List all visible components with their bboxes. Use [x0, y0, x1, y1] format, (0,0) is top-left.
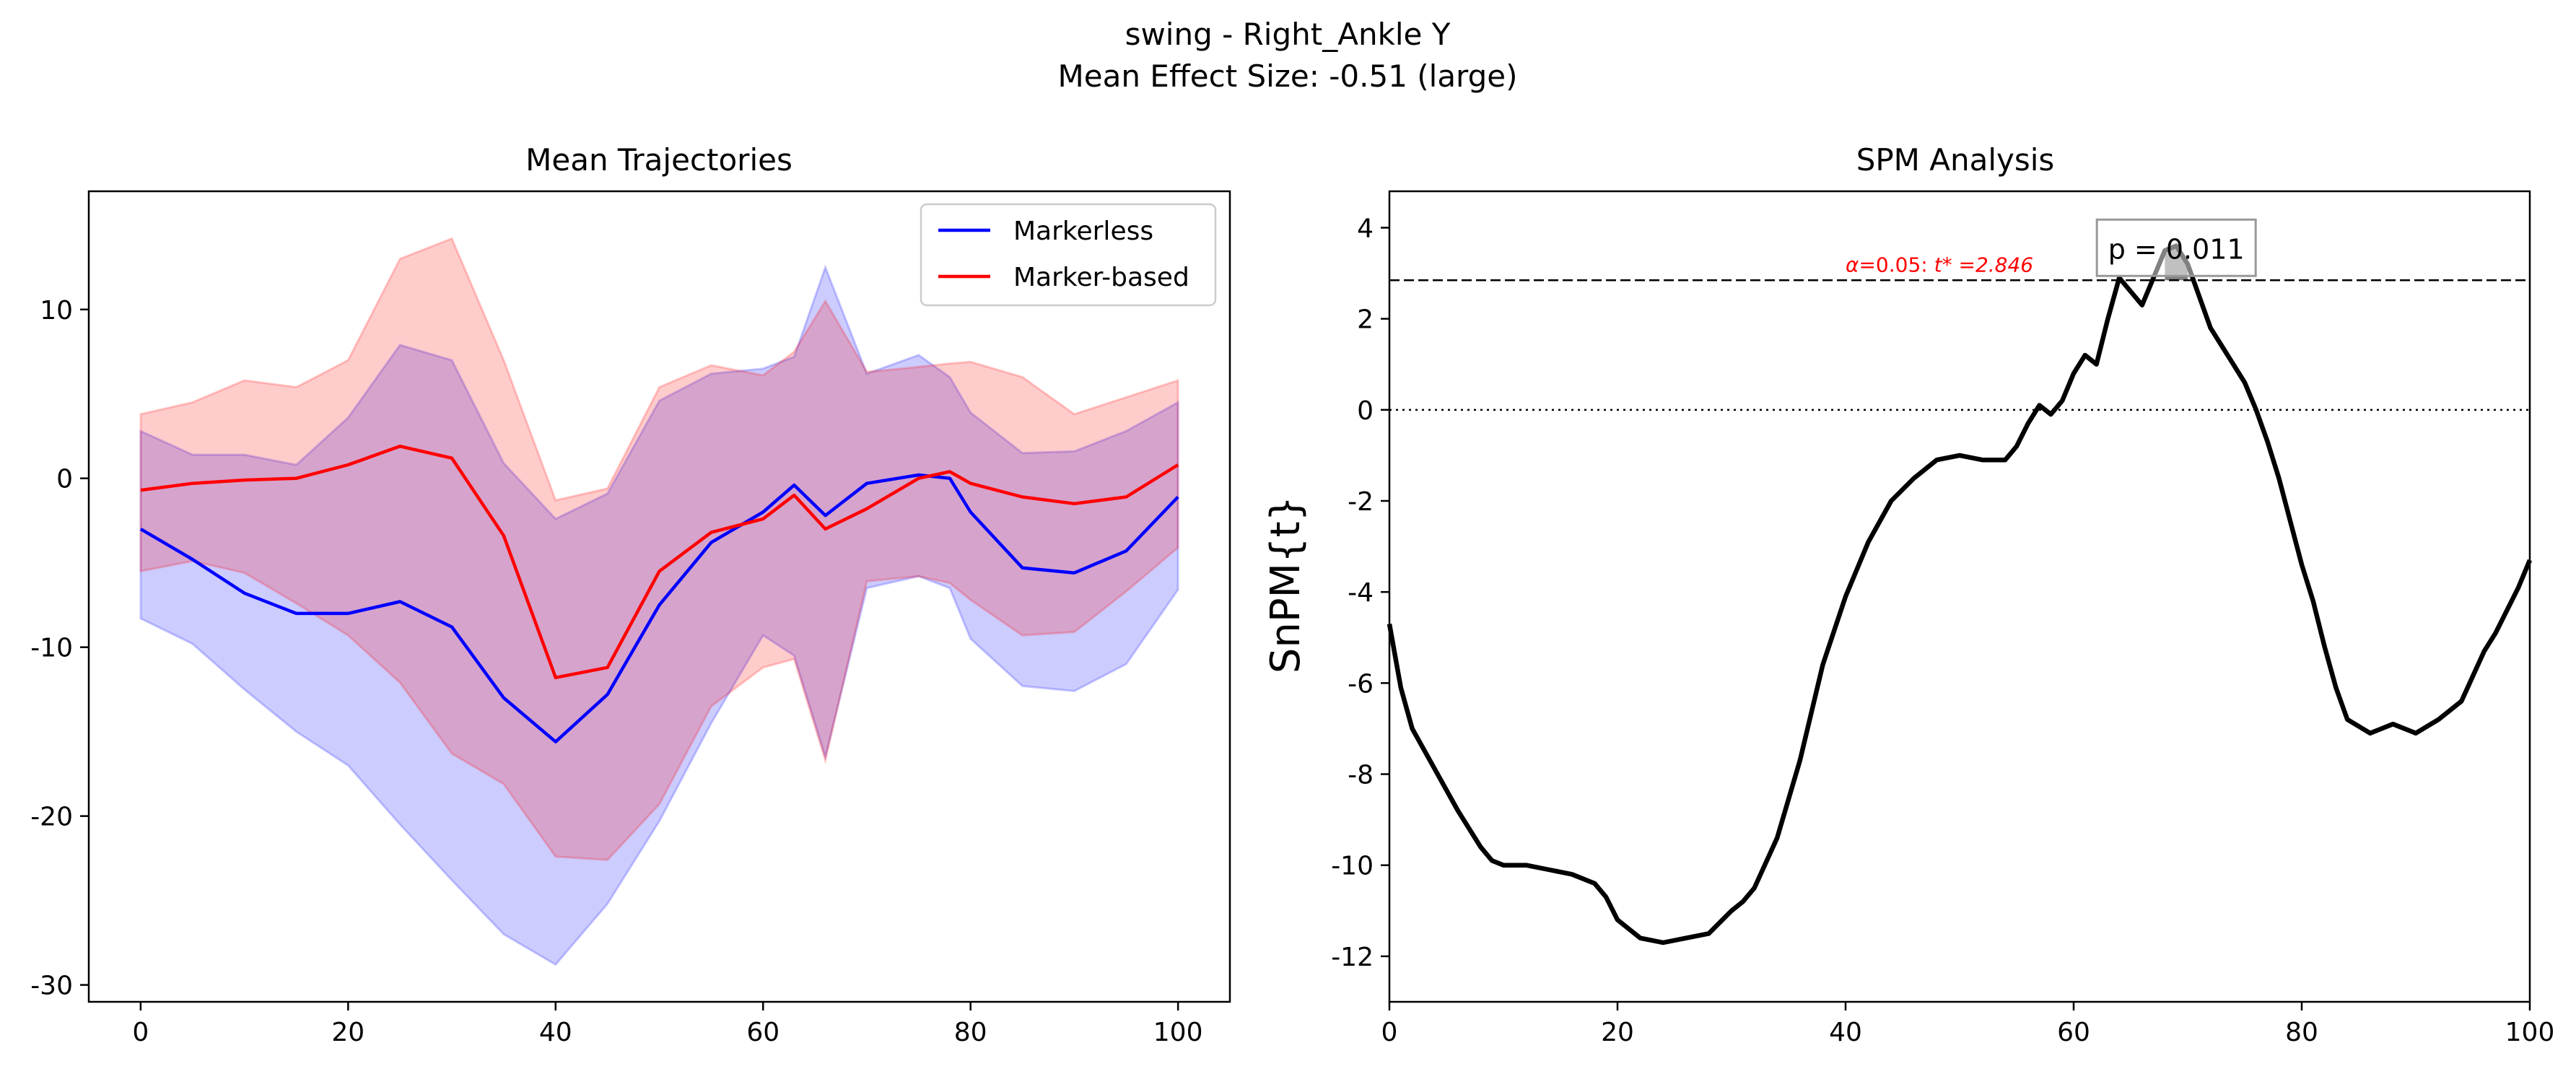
threshold-label: α=0.05: t* =2.846: [1846, 253, 2033, 276]
legend-label: Marker-based: [1013, 263, 1189, 292]
y-tick-label: -10: [30, 634, 73, 663]
p-value-box: [2095, 218, 2257, 277]
x-tick-label: 80: [2285, 1018, 2318, 1047]
right-y-axis-label: SnPM{t}: [1262, 496, 1309, 673]
legend-box: [920, 203, 1217, 307]
y-tick-label: -30: [30, 972, 73, 1001]
band-0: [139, 263, 1179, 966]
x-tick-label: 100: [1153, 1018, 1203, 1047]
y-tick-label: 2: [1357, 305, 1374, 335]
series-line-0: [139, 473, 1179, 743]
left-panel-title: Mean Trajectories: [525, 142, 793, 178]
trajectory-lines: [139, 445, 1179, 743]
y-tick-label: 10: [40, 296, 73, 326]
x-tick-label: 20: [331, 1018, 364, 1047]
y-tick-label: -8: [1348, 761, 1374, 790]
series-line-1: [140, 445, 1179, 680]
x-tick-label: 40: [1829, 1018, 1862, 1047]
legend-label: Markerless: [1013, 217, 1153, 246]
annotations: α=0.05: t* =2.846 p = 0.011: [1846, 218, 2257, 277]
x-tick-label: 40: [539, 1018, 572, 1047]
plot-frame: [87, 190, 1231, 1003]
plot-frame: [1388, 190, 2531, 1003]
x-tick-label: 80: [954, 1018, 987, 1047]
y-tick-label: -6: [1348, 669, 1374, 699]
x-tick-label: 60: [746, 1018, 780, 1047]
spm-analysis-panel: SPM Analysis SnPM{t} 0 20 40 60 80 100-12-10-…: [1262, 142, 2554, 1047]
reference-lines: [1389, 279, 2530, 411]
right-axes: 0 20 40 60 80 100 -12 -10 -8 -6 -4 -2 0 2 4: [1331, 190, 2555, 1047]
figure-subtitle: Mean Effect Size: -0.51 (large): [1058, 58, 1518, 94]
y-tick-label: -12: [1331, 943, 1374, 972]
right-panel-title: SPM Analysis: [1856, 142, 2055, 178]
y-tick-label: -4: [1348, 578, 1374, 608]
y-tick-label: 0: [56, 465, 73, 494]
spm-line: [1387, 243, 2532, 946]
confidence-bands: [139, 237, 1179, 966]
x-tick-label: 60: [2057, 1018, 2090, 1047]
band-1: [139, 237, 1179, 862]
spm-curve: [1387, 243, 2532, 946]
figure-title: swing - Right_Ankle Y: [1125, 17, 1451, 52]
x-tick-label: 100: [2505, 1018, 2555, 1047]
y-tick-label: -20: [30, 803, 73, 832]
p-value-label: p = 0.011: [2108, 233, 2245, 265]
y-tick-label: 0: [1357, 396, 1374, 426]
y-tick-label: -2: [1348, 487, 1374, 517]
x-tick-label: 20: [1601, 1018, 1634, 1047]
y-tick-label: -10: [1331, 852, 1374, 881]
legend: Markerless Marker-based: [920, 203, 1217, 307]
mean-trajectories-panel: Mean Trajectories 0 20 40 60 80 100-30-20-100…: [30, 142, 1231, 1047]
x-tick-label: 0: [132, 1018, 149, 1047]
y-tick-label: 4: [1357, 214, 1374, 243]
x-tick-label: 0: [1381, 1018, 1398, 1047]
left-axes: 0 20 40 60 80 100 -30 -20 -10 0 10: [30, 190, 1231, 1047]
